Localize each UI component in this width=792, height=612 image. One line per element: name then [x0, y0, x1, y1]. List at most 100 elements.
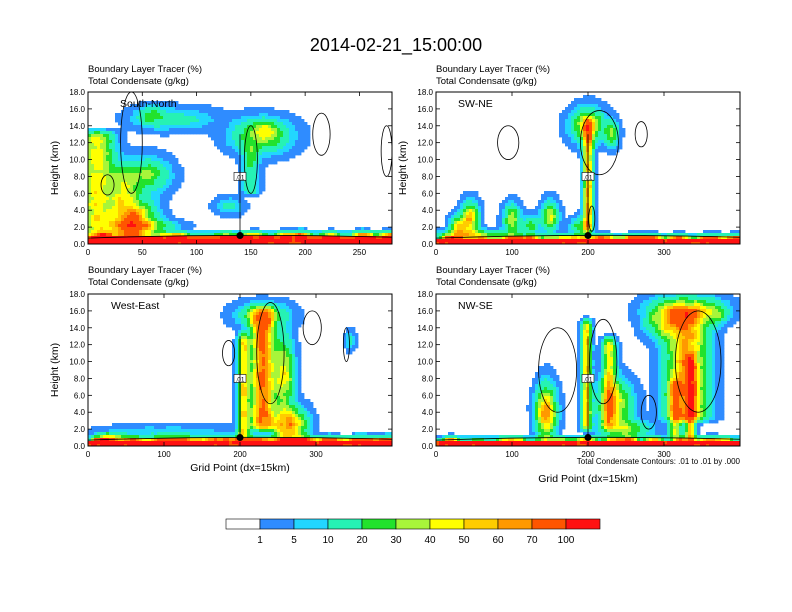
heatmap-cell: [343, 230, 347, 234]
heatmap-cell: [184, 224, 188, 228]
heatmap-cell: [280, 375, 284, 379]
heatmap-cell: [178, 128, 182, 132]
heatmap-cell: [181, 125, 185, 129]
heatmap-cell: [556, 233, 560, 237]
heatmap-cell: [265, 230, 269, 234]
heatmap-cell: [262, 146, 266, 150]
heatmap-cell: [142, 113, 146, 117]
heatmap-cell: [169, 221, 173, 225]
heatmap-cell: [478, 239, 482, 243]
heatmap-cell: [556, 206, 560, 210]
heatmap-cell: [193, 128, 197, 132]
heatmap-cell: [232, 372, 236, 376]
heatmap-cell: [232, 197, 236, 201]
heatmap-cell: [241, 137, 245, 141]
heatmap-cell: [619, 146, 623, 150]
heatmap-cell: [256, 327, 260, 331]
heatmap-cell: [556, 203, 560, 207]
heatmap-cell: [124, 170, 128, 174]
heatmap-cell: [487, 236, 491, 240]
heatmap-cell: [226, 239, 230, 243]
heatmap-cell: [187, 110, 191, 114]
heatmap-cell: [274, 333, 278, 337]
heatmap-cell: [574, 134, 578, 138]
heatmap-cell: [562, 125, 566, 129]
heatmap-cell: [253, 155, 257, 159]
heatmap-cell: [145, 188, 149, 192]
heatmap-cell: [580, 227, 584, 231]
heatmap-cell: [226, 203, 230, 207]
heatmap-cell: [250, 164, 254, 168]
heatmap-cell: [133, 233, 137, 237]
heatmap-cell: [304, 399, 308, 403]
heatmap-cell: [178, 110, 182, 114]
heatmap-cell: [247, 155, 251, 159]
heatmap-cell: [481, 218, 485, 222]
heatmap-cell: [124, 158, 128, 162]
heatmap-cell: [181, 221, 185, 225]
heatmap-cell: [148, 110, 152, 114]
heatmap-cell: [616, 128, 620, 132]
heatmap-cell: [118, 116, 122, 120]
heatmap-cell: [136, 104, 140, 108]
heatmap-cell: [694, 242, 698, 244]
heatmap-cell: [145, 227, 149, 231]
heatmap-cell: [445, 224, 449, 228]
heatmap-cell: [259, 167, 263, 171]
heatmap-cell: [196, 230, 200, 234]
heatmap-cell: [91, 206, 95, 210]
heatmap-cell: [151, 107, 155, 111]
heatmap-cell: [223, 321, 227, 325]
heatmap-cell: [232, 125, 236, 129]
heatmap-cell: [508, 206, 512, 210]
heatmap-cell: [451, 230, 455, 234]
heatmap-cell: [115, 224, 119, 228]
heatmap-cell: [517, 230, 521, 234]
heatmap-cell: [298, 381, 302, 385]
heatmap-cell: [250, 357, 254, 361]
heatmap-cell: [133, 155, 137, 159]
heatmap-cell: [136, 200, 140, 204]
heatmap-cell: [109, 170, 113, 174]
heatmap-cell: [229, 206, 233, 210]
heatmap-cell: [313, 411, 317, 415]
heatmap-cell: [283, 318, 287, 322]
heatmap-cell: [262, 107, 266, 111]
heatmap-cell: [472, 212, 476, 216]
heatmap-cell: [493, 242, 497, 244]
heatmap-cell: [340, 233, 344, 237]
heatmap-cell: [499, 203, 503, 207]
heatmap-cell: [127, 113, 131, 117]
heatmap-cell: [580, 233, 584, 237]
heatmap-cell: [118, 227, 122, 231]
heatmap-cell: [235, 330, 239, 334]
heatmap-cell: [172, 224, 176, 228]
heatmap-cell: [574, 236, 578, 240]
heatmap-cell: [292, 342, 296, 346]
heatmap-cell: [664, 242, 668, 244]
heatmap-cell: [289, 378, 293, 382]
heatmap-cell: [166, 191, 170, 195]
heatmap-cell: [148, 116, 152, 120]
heatmap-cell: [244, 146, 248, 150]
heatmap-cell: [220, 149, 224, 153]
heatmap-cell: [583, 101, 587, 105]
heatmap-cell: [250, 176, 254, 180]
heatmap-cell: [172, 173, 176, 177]
heatmap-cell: [235, 206, 239, 210]
heatmap-cell: [595, 119, 599, 123]
heatmap-cell: [169, 101, 173, 105]
heatmap-cell: [355, 236, 359, 240]
heatmap-cell: [574, 239, 578, 243]
heatmap-cell: [142, 155, 146, 159]
heatmap-cell: [481, 230, 485, 234]
heatmap-cell: [577, 143, 581, 147]
heatmap-cell: [106, 176, 110, 180]
heatmap-cell: [676, 236, 680, 240]
heatmap-cell: [235, 342, 239, 346]
heatmap-cell: [256, 411, 260, 415]
heatmap-cell: [271, 348, 275, 352]
heatmap-cell: [589, 134, 593, 138]
heatmap-cell: [100, 227, 104, 231]
heatmap-cell: [637, 233, 641, 237]
